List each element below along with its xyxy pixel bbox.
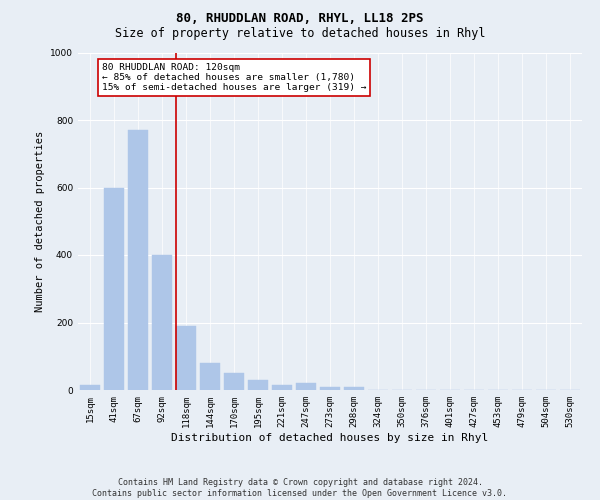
Bar [344, 386, 364, 390]
Bar [320, 386, 340, 390]
Bar [272, 385, 292, 390]
Bar [296, 383, 316, 390]
X-axis label: Distribution of detached houses by size in Rhyl: Distribution of detached houses by size … [172, 432, 488, 442]
Text: Contains HM Land Registry data © Crown copyright and database right 2024.
Contai: Contains HM Land Registry data © Crown c… [92, 478, 508, 498]
Bar [248, 380, 268, 390]
Text: 80 RHUDDLAN ROAD: 120sqm
← 85% of detached houses are smaller (1,780)
15% of sem: 80 RHUDDLAN ROAD: 120sqm ← 85% of detach… [102, 62, 367, 92]
Bar [200, 363, 220, 390]
Y-axis label: Number of detached properties: Number of detached properties [35, 130, 44, 312]
Bar [152, 255, 172, 390]
Text: 80, RHUDDLAN ROAD, RHYL, LL18 2PS: 80, RHUDDLAN ROAD, RHYL, LL18 2PS [176, 12, 424, 26]
Text: Size of property relative to detached houses in Rhyl: Size of property relative to detached ho… [115, 28, 485, 40]
Bar [104, 188, 124, 390]
Bar [80, 385, 100, 390]
Bar [176, 326, 196, 390]
Bar [128, 130, 148, 390]
Bar [224, 373, 244, 390]
